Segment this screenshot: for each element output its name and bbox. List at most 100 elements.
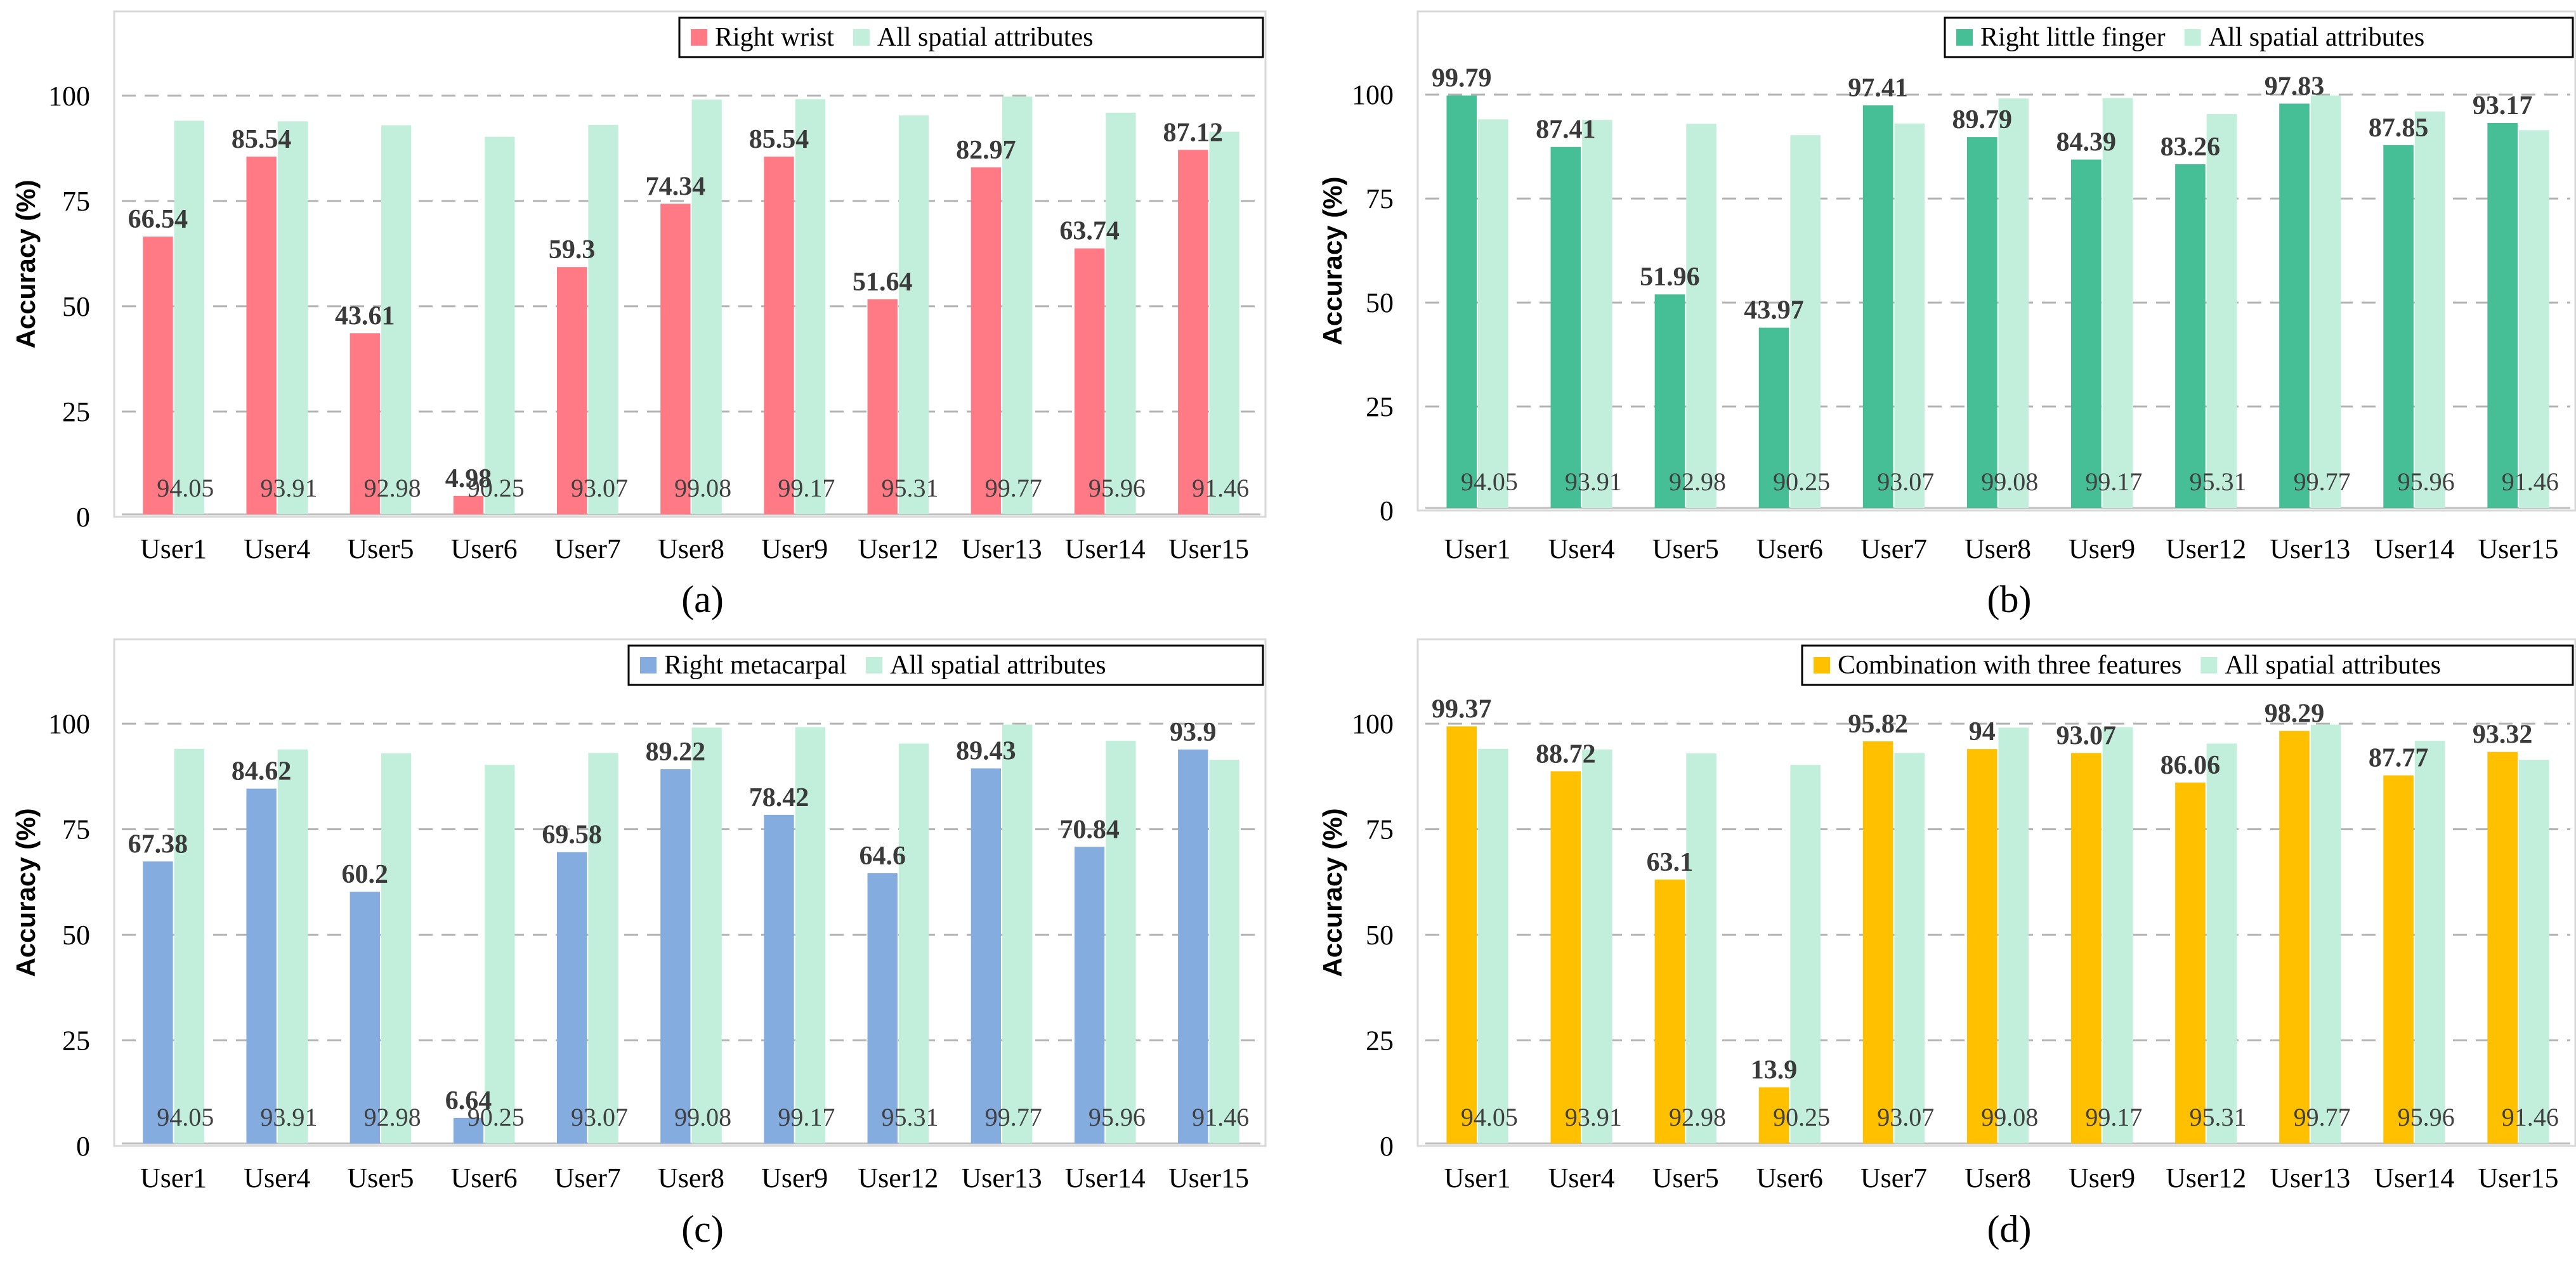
bar-all-spatial-attributes	[381, 125, 412, 515]
bar-right-metacarpal	[867, 873, 898, 1143]
bar-all-spatial-attributes	[898, 743, 929, 1143]
legend-box	[627, 644, 1264, 686]
data-label-a-b: 93.91	[260, 474, 317, 502]
bar-all-spatial-attributes	[795, 99, 826, 514]
bar-all-spatial-attributes	[691, 99, 722, 514]
x-tick-label: User13	[961, 1162, 1042, 1194]
bar-all-spatial-attributes	[381, 753, 412, 1143]
x-tick-label: User14	[2374, 533, 2454, 564]
x-tick-label: User15	[1168, 533, 1249, 564]
legend-label: All spatial attributes	[877, 23, 1094, 52]
legend: Right metacarpal All spatial attributes	[627, 644, 1264, 686]
x-tick-label: User4	[1548, 533, 1615, 564]
data-label-d-a: 98.29	[2265, 700, 2325, 729]
data-label-c-b: 93.07	[571, 1103, 628, 1131]
bar-right-metacarpal	[143, 861, 173, 1143]
legend-swatch	[853, 29, 870, 46]
x-tick-label: User12	[858, 1162, 938, 1194]
bar-all-spatial-attributes	[588, 124, 618, 514]
bar-right-wrist	[660, 204, 691, 514]
legend-swatch	[691, 29, 707, 46]
x-tick-label: User13	[2270, 533, 2350, 564]
y-axis-label: Accuracy (%)	[11, 808, 41, 977]
data-label-b-a: 83.26	[2161, 133, 2221, 162]
data-label-d-b: 99.77	[2294, 1103, 2351, 1131]
y-tick-label: 75	[62, 814, 90, 845]
data-label-b-b: 95.31	[2189, 467, 2246, 496]
data-label-b-b: 94.05	[1461, 467, 1518, 496]
data-label-c-b: 91.46	[1192, 1103, 1249, 1131]
data-label-b-b: 91.46	[2502, 467, 2559, 496]
data-label-a-b: 95.96	[1089, 474, 1146, 502]
data-label-d-b: 95.96	[2398, 1103, 2455, 1131]
data-label-a-a: 85.54	[232, 125, 292, 154]
legend-box	[1801, 644, 2574, 686]
data-label-a-a: 74.34	[646, 172, 706, 201]
bar-right-little-finger	[2487, 122, 2518, 508]
legend-label: Right metacarpal	[664, 651, 847, 680]
data-label-d-a: 63.1	[1647, 848, 1694, 877]
bar-right-wrist	[764, 156, 794, 514]
data-label-d-b: 90.25	[1773, 1103, 1830, 1131]
bar-combination-with-three-features	[1758, 1087, 1789, 1143]
data-label-a-b: 91.46	[1192, 474, 1249, 502]
y-axis-label: Accuracy (%)	[1317, 808, 1347, 977]
data-label-b-a: 99.79	[1432, 64, 1492, 93]
data-label-b-b: 99.08	[1981, 467, 2038, 496]
bar-all-spatial-attributes	[485, 765, 515, 1143]
x-tick-label: User7	[554, 1162, 621, 1194]
bar-all-spatial-attributes	[2414, 111, 2445, 508]
x-tick-label: User4	[244, 1162, 310, 1194]
data-label-d-a: 93.32	[2473, 720, 2533, 750]
x-tick-label: User12	[2166, 1162, 2246, 1194]
x-tick-label: User7	[554, 533, 621, 564]
data-label-d-a: 88.72	[1536, 739, 1596, 769]
x-tick-label: User5	[347, 1162, 414, 1194]
plot-area	[1416, 10, 2576, 512]
data-label-c-b: 93.91	[260, 1103, 317, 1131]
y-tick-label: 50	[1366, 287, 1394, 318]
bar-right-metacarpal	[556, 852, 587, 1143]
y-axis-label: Accuracy (%)	[11, 179, 41, 348]
y-tick-label: 100	[48, 708, 90, 739]
y-tick-label: 75	[1366, 183, 1394, 214]
data-label-c-b: 95.31	[882, 1103, 939, 1131]
data-label-c-b: 99.77	[985, 1103, 1042, 1131]
chart-svg-c: 0 25 50 75 100 Accuracy (%) 67.38 94.05 User1 84.…	[11, 638, 1267, 1250]
data-label-a-b: 99.77	[985, 474, 1042, 502]
bar-all-spatial-attributes	[898, 115, 929, 514]
data-label-d-b: 92.98	[1669, 1103, 1726, 1131]
data-label-d-b: 94.05	[1461, 1103, 1518, 1131]
plot-area	[1416, 638, 2576, 1147]
bar-combination-with-three-features	[1550, 771, 1581, 1143]
x-tick-label: User9	[761, 1162, 828, 1194]
data-label-a-b: 93.07	[571, 474, 628, 502]
y-tick-label: 25	[1366, 1025, 1394, 1057]
bar-right-metacarpal	[453, 1117, 484, 1143]
x-tick-label: User12	[858, 533, 938, 564]
bar-all-spatial-attributes	[2206, 114, 2237, 509]
bar-all-spatial-attributes	[2310, 95, 2341, 509]
y-tick-label: 50	[1366, 920, 1394, 951]
y-tick-label: 25	[62, 1025, 90, 1057]
y-tick-label: 0	[1380, 495, 1394, 526]
x-tick-label: User6	[1756, 1162, 1823, 1194]
x-tick-label: User1	[1444, 533, 1510, 564]
chart-panel-c: 0 25 50 75 100 Accuracy (%) 67.38 94.05 User1 84.…	[0, 628, 1269, 1256]
data-label-a-b: 95.31	[882, 474, 939, 502]
chart-panel-a: 0 25 50 75 100 Accuracy (%) 66.54 94.05 User1 85.…	[0, 0, 1269, 628]
y-tick-label: 50	[62, 920, 90, 951]
x-tick-label: User15	[2478, 533, 2558, 564]
bar-combination-with-three-features	[1862, 741, 1893, 1143]
bar-all-spatial-attributes	[588, 753, 618, 1143]
data-label-a-a: 66.54	[128, 205, 188, 234]
bar-right-metacarpal	[1074, 847, 1105, 1143]
data-label-b-a: 97.83	[2265, 72, 2325, 101]
x-tick-label: User15	[1168, 1162, 1249, 1194]
data-label-a-a: 59.3	[549, 235, 596, 264]
bar-all-spatial-attributes	[1002, 724, 1033, 1143]
data-label-c-a: 93.9	[1170, 718, 1217, 747]
panel-caption: (b)	[1987, 578, 2032, 620]
bar-right-little-finger	[1550, 146, 1581, 508]
bar-right-wrist	[556, 267, 587, 514]
